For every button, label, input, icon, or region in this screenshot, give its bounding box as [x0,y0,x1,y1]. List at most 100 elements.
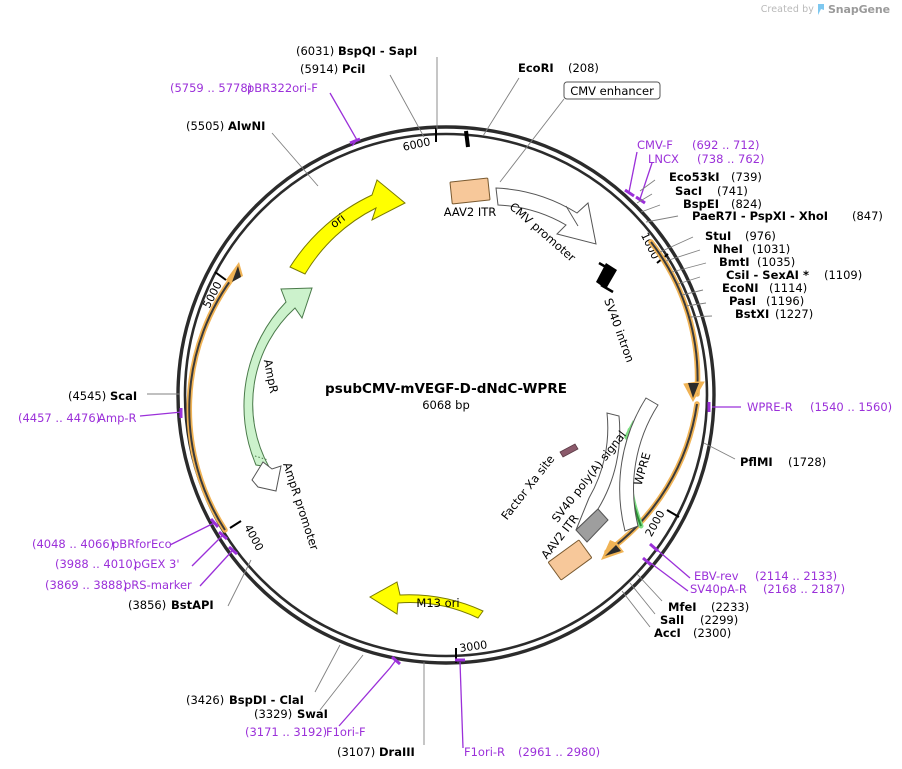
primer-name: F1ori-F [326,725,366,739]
enzyme-pos: (2233) [711,600,749,614]
enzyme-name: ScaI [110,389,137,403]
feature-label-cmv-enhancer: CMV enhancer [570,84,654,98]
label-f1ori-f[interactable]: (3171 .. 3192) F1ori-F [245,725,366,739]
feature-ori[interactable]: ori [289,179,406,275]
enzyme-name: CsiI - SexAI * [726,268,809,282]
snapgene-flag-icon [817,4,824,15]
primer-range: (738 .. 762) [697,152,765,166]
primer-name: WPRE-R [747,400,793,414]
label-pcii[interactable]: (5914) PciI [300,62,365,76]
enzyme-pos: (1109) [824,268,862,282]
feature-m13-ori[interactable]: M13 ori [369,581,484,619]
primer-range: (3988 .. 4010) [55,557,137,571]
enzyme-name: BstXI [735,307,769,321]
enzyme-pos: (1227) [775,307,813,321]
label-ebv-rev[interactable]: EBV-rev (2114 .. 2133) [694,569,837,583]
label-bmti[interactable]: BmtI (1035) [719,255,795,269]
label-stui[interactable]: StuI (976) [705,229,776,243]
label-draiii[interactable]: (3107) DraIII [337,745,415,759]
plasmid-title-group: psubCMV-mVEGF-D-dNdC-WPRE 6068 bp [325,381,567,412]
enzyme-name: Eco53kI [669,170,720,184]
enzyme-pos: (2299) [700,613,738,627]
enzyme-name: EcoNI [722,281,758,295]
label-ecori[interactable]: EcoRI (208) [518,61,599,75]
label-pbr322ori-f[interactable]: (5759 .. 5778) pBR322ori-F [170,81,318,95]
feature-cmv-enhancer[interactable]: CMV enhancer [499,81,661,183]
primer-name: LNCX [648,152,679,166]
primer-name: F1ori-R [464,745,505,759]
label-bspqi-sapi[interactable]: (6031) BspQI - SapI [296,44,417,58]
feature-label-ampr: AmpR [261,358,281,394]
enzyme-name: PflMI [740,455,773,469]
primer-range: (692 .. 712) [692,138,760,152]
feature-sv40-intron[interactable]: SV40 intron [596,261,637,364]
primer-range: (4048 .. 4066) [32,537,114,551]
label-f1ori-r[interactable]: F1ori-R (2961 .. 2980) [464,745,600,759]
enzyme-pos: (3856) [128,598,166,612]
snapgene-watermark: Created by SnapGene [761,3,890,16]
label-acci[interactable]: AccI (2300) [654,626,731,640]
label-bstapi[interactable]: (3856) BstAPI [128,598,214,612]
label-scai[interactable]: (4545) ScaI [68,389,137,403]
enzyme-pos: (1728) [788,455,826,469]
enzyme-name: StuI [705,229,731,243]
label-pflmi[interactable]: PflMI (1728) [740,455,826,469]
label-cmv-f[interactable]: CMV-F (692 .. 712) [637,138,760,152]
enzyme-pos: (739) [731,170,762,184]
label-saci[interactable]: SacI (741) [675,184,748,198]
feature-sv40-polya-signal[interactable]: SV40 poly(A) signal [549,412,629,543]
primer-name: Amp-R [98,411,137,425]
enzyme-pos: (847) [852,209,883,223]
watermark-prefix: Created by [760,4,814,15]
primer-range: (2168 .. 2187) [763,582,845,596]
label-wpre-r[interactable]: WPRE-R (1540 .. 1560) [747,400,892,414]
primer-range: (5759 .. 5778) [170,81,252,95]
enzyme-pos: (5914) [300,62,338,76]
label-csii-sexai[interactable]: CsiI - SexAI * (1109) [726,268,862,282]
enzyme-name: BstAPI [171,598,214,612]
primer-name: pRS-marker [124,578,192,592]
enzyme-name: SalI [660,613,684,627]
label-nhei[interactable]: NheI (1031) [713,242,790,256]
enzyme-name: PciI [342,62,365,76]
enzyme-name: BmtI [719,255,750,269]
feature-ampr[interactable]: AmpR [243,287,313,468]
label-pgex3[interactable]: (3988 .. 4010) pGEX 3' [55,557,180,571]
feature-label-aav2-itr-left: AAV2 ITR [444,205,497,219]
label-swai[interactable]: (3329) SwaI [254,707,328,721]
enzyme-pos: (3329) [254,707,292,721]
enzyme-pos: (976) [745,229,776,243]
tick-label-4000: 4000 [241,522,266,553]
label-pasi[interactable]: PasI (1196) [729,294,804,308]
label-bspei[interactable]: BspEI (824) [683,197,762,211]
label-pbrforeco[interactable]: (4048 .. 4066) pBRforEco [32,537,172,551]
label-bspdi-clai[interactable]: (3426) BspDI - ClaI [186,693,304,707]
label-sali[interactable]: SalI (2299) [660,613,738,627]
enzyme-name: DraIII [379,745,415,759]
tick-label-6000: 6000 [402,135,432,154]
enzyme-pos: (741) [717,184,748,198]
enzyme-pos: (1196) [766,294,804,308]
primer-range: (2114 .. 2133) [755,569,837,583]
feature-cmv-promoter[interactable]: CMV promoter [495,187,597,265]
label-lncx[interactable]: LNCX (738 .. 762) [648,152,765,166]
primer-name: SV40pA-R [690,582,747,596]
label-alwni[interactable]: (5505) AlwNI [186,119,265,133]
label-sv40pa-r[interactable]: SV40pA-R (2168 .. 2187) [690,582,845,596]
label-bstxi[interactable]: BstXI (1227) [735,307,813,321]
enzyme-pos: (208) [568,61,599,75]
label-mfei[interactable]: MfeI (2233) [668,600,749,614]
enzyme-pos: (3107) [337,745,375,759]
label-paer7i-pspxi-xhoi[interactable]: PaeR7I - PspXI - XhoI (847) [692,209,883,223]
primer-range: (3171 .. 3192) [245,725,327,739]
feature-aav2-itr-left[interactable]: AAV2 ITR [444,177,497,219]
label-eco53ki[interactable]: Eco53kI (739) [669,170,762,184]
label-econi[interactable]: EcoNI (1114) [722,281,807,295]
enzyme-pos: (2300) [693,626,731,640]
label-prs-marker[interactable]: (3869 .. 3888) pRS-marker [45,578,192,592]
watermark-brand: SnapGene [827,3,890,16]
primer-range: (2961 .. 2980) [518,745,600,759]
label-amp-r[interactable]: (4457 .. 4476) Amp-R [18,411,137,425]
primer-name: EBV-rev [694,569,739,583]
